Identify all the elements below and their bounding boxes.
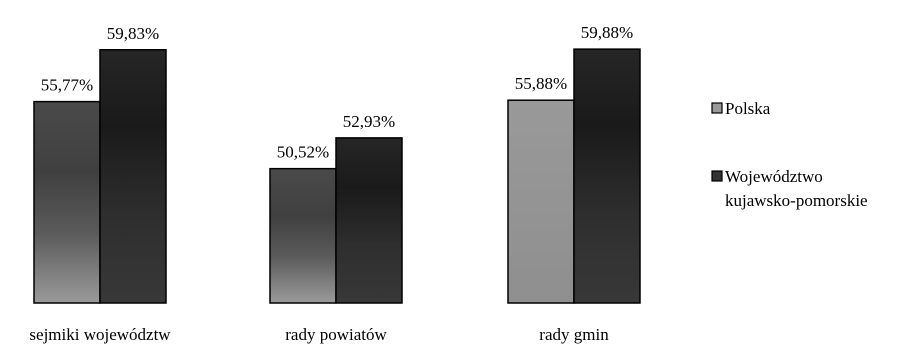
category-labels-layer: sejmiki województw rady powiatów rady gmin bbox=[29, 325, 609, 344]
value-label-polska-1: 50,52% bbox=[277, 143, 329, 162]
bar-kujawsko-pomorskie-0 bbox=[99, 49, 167, 304]
legend: Polska Województwo kujawsko-pomorskie bbox=[711, 99, 868, 210]
legend-label-1-line-0: Województwo bbox=[725, 167, 823, 186]
bar-kujawsko-pomorskie-1 bbox=[335, 137, 403, 304]
value-label-kujawsko-pomorskie-1: 52,93% bbox=[343, 112, 395, 131]
bar-polska-1 bbox=[269, 167, 337, 304]
bar-polska-2 bbox=[507, 99, 575, 304]
value-labels-layer: 55,77% 59,83% 50,52% 52,93% 55,88% 59,88% bbox=[41, 23, 633, 162]
category-label-2: rady gmin bbox=[539, 325, 609, 344]
value-label-polska-0: 55,77% bbox=[41, 76, 93, 95]
value-label-kujawsko-pomorskie-2: 59,88% bbox=[581, 23, 633, 42]
bar-kujawsko-pomorskie-2 bbox=[573, 48, 641, 304]
category-label-0: sejmiki województw bbox=[29, 325, 171, 344]
legend-label-1-line-1: kujawsko-pomorskie bbox=[725, 191, 868, 210]
value-label-polska-2: 55,88% bbox=[515, 74, 567, 93]
category-label-1: rady powiatów bbox=[285, 325, 387, 344]
legend-swatch-0 bbox=[711, 102, 723, 114]
legend-label-0-line-0: Polska bbox=[725, 99, 771, 118]
bar-polska-0 bbox=[33, 100, 101, 304]
legend-swatch-1 bbox=[711, 170, 723, 182]
value-label-kujawsko-pomorskie-0: 59,83% bbox=[107, 24, 159, 43]
bars-layer bbox=[33, 48, 641, 304]
